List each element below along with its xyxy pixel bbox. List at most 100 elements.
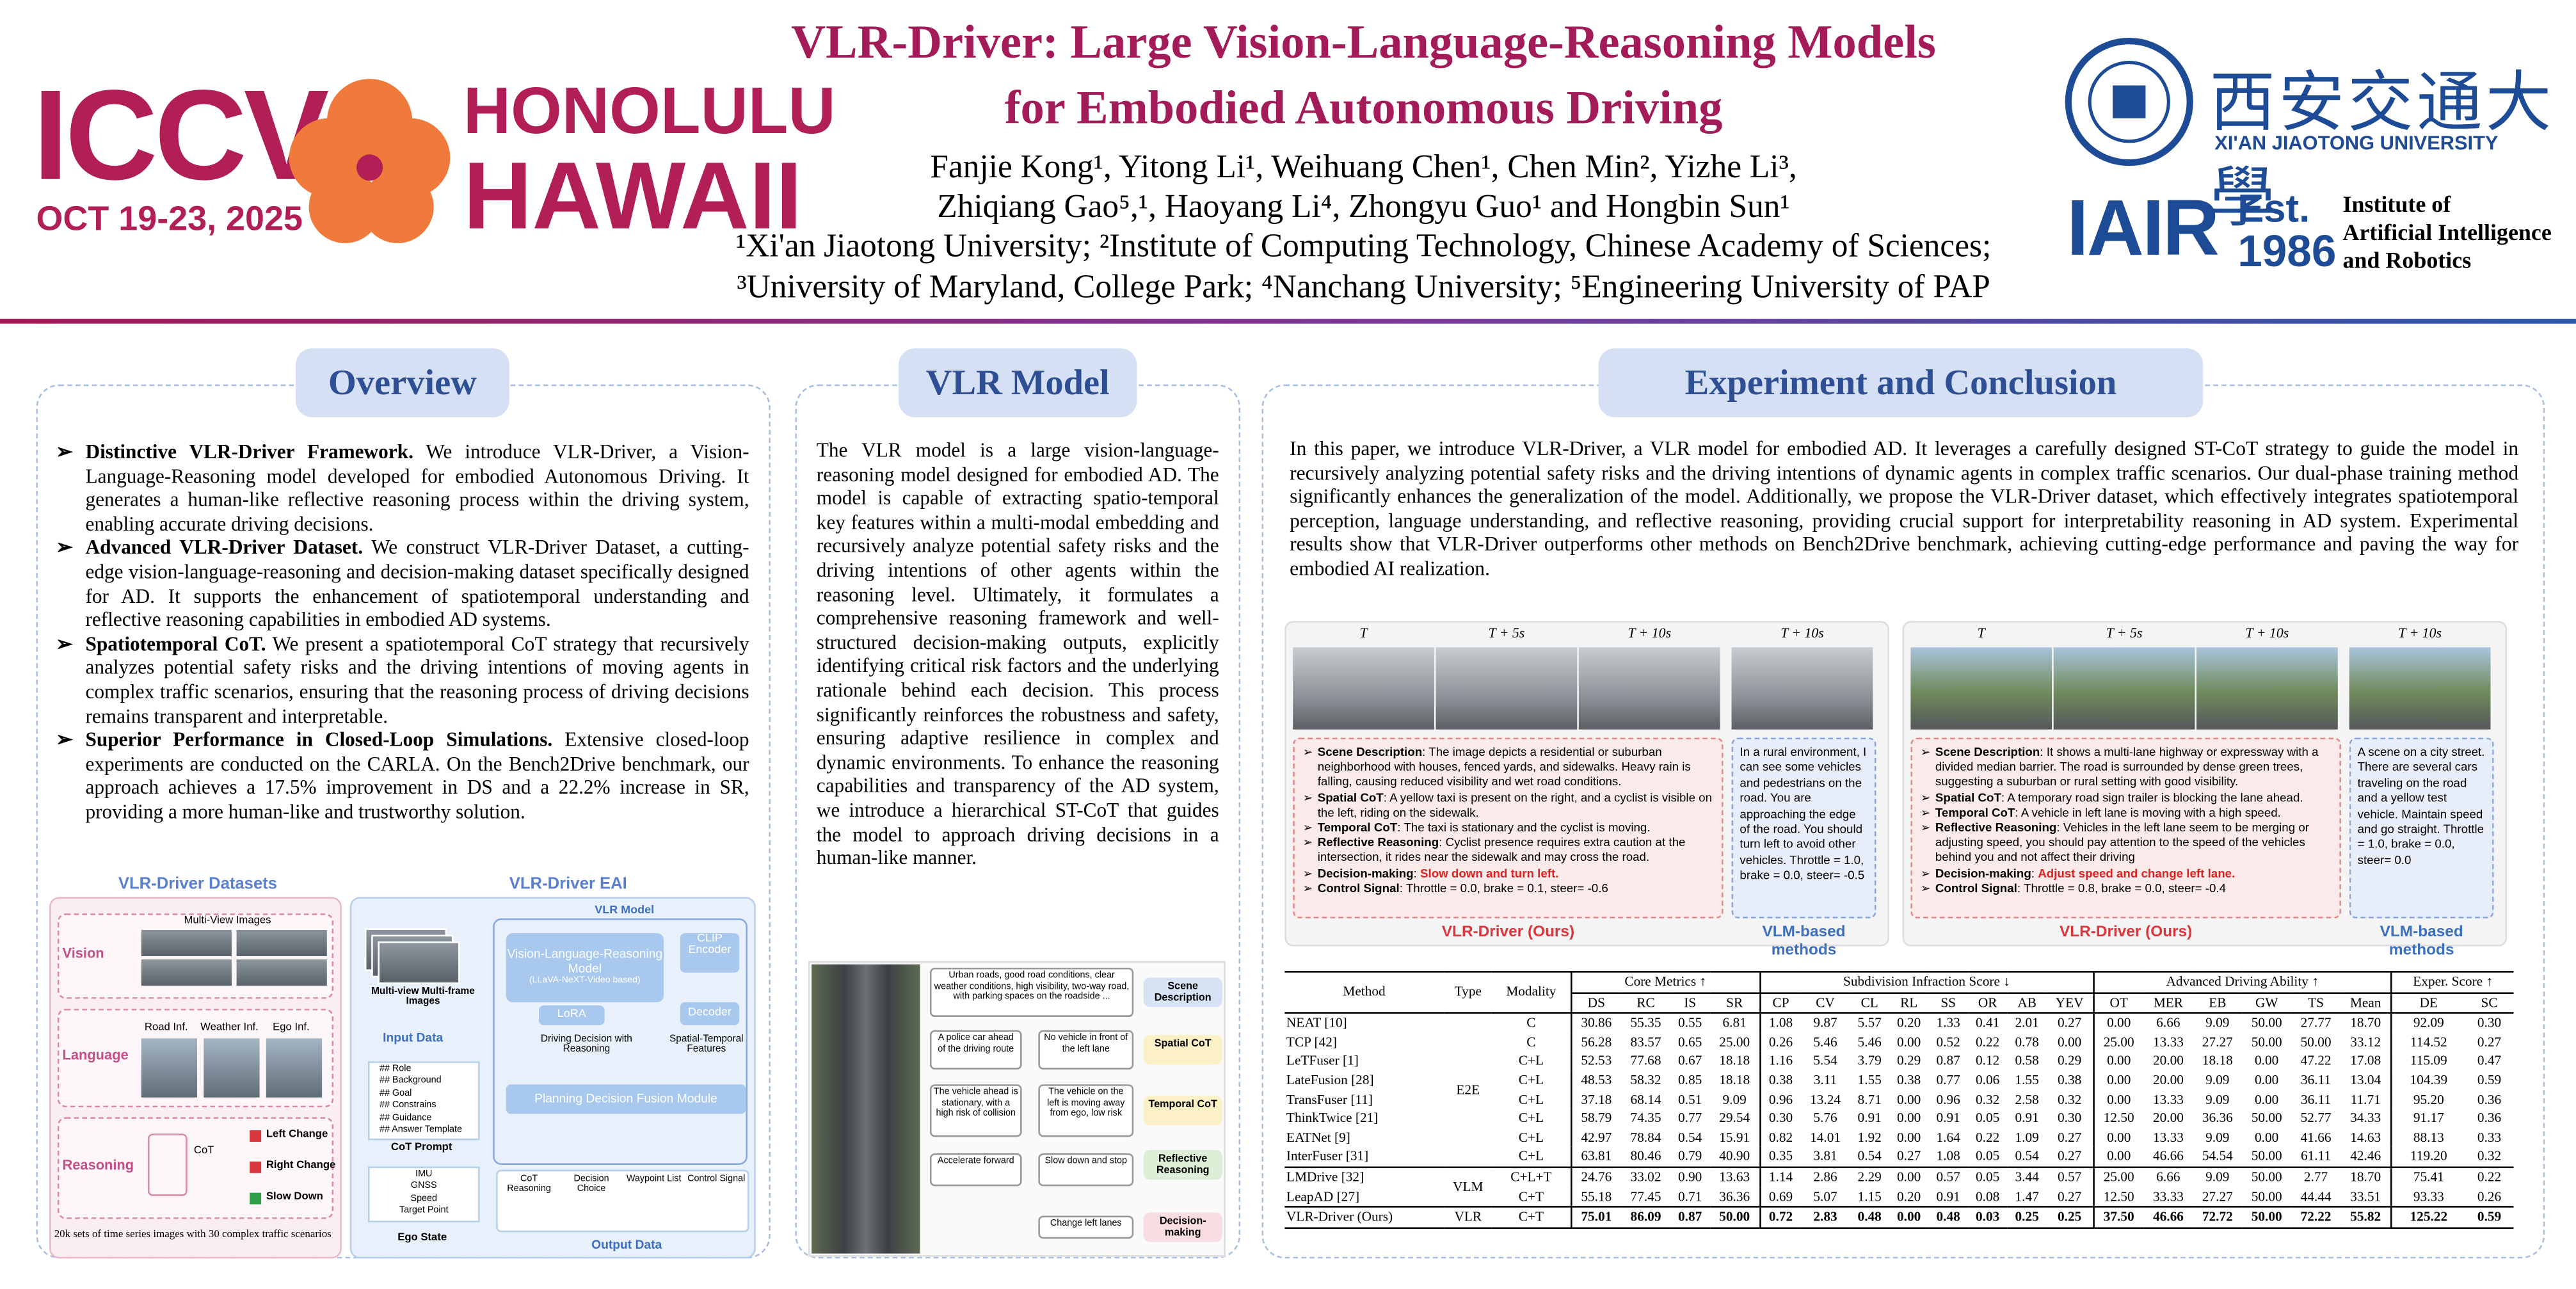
bullet-arrow: ➢	[1920, 819, 1931, 835]
image	[266, 1038, 323, 1098]
value-cell: 9.09	[2205, 1130, 2230, 1145]
caption-ours: VLR-Driver (Ours)	[2059, 923, 2193, 941]
vlr-box: Vision-Language-Reasoning Model (LLaVA-Ne…	[506, 933, 664, 1002]
value-cell: 5.54	[1813, 1053, 1837, 1069]
value-cell: 0.03	[1976, 1209, 2000, 1224]
column-header: CP	[1772, 995, 1789, 1010]
value-cell: 50.00	[2251, 1189, 2282, 1204]
value-cell: 33.12	[2340, 1033, 2392, 1052]
value-cell: 50.00	[2251, 1015, 2282, 1030]
iccv-text: ICCV	[33, 62, 329, 207]
value-cell: 0.38	[1768, 1073, 1793, 1088]
value-cell: 18.70	[2340, 1167, 2392, 1187]
check-icon	[250, 1192, 262, 1205]
inst: and Robotics	[2342, 250, 2472, 275]
decoder-box: Decoder	[680, 1002, 740, 1025]
value-cell: 18.18	[1709, 1052, 1761, 1071]
item-value: A yellow taxi is present on the right, a…	[1317, 789, 1713, 820]
column-header: IS	[1684, 995, 1697, 1010]
value-cell: 0.20	[1897, 1189, 1921, 1204]
item-sep: :	[1397, 819, 1404, 835]
reasoning-item: ➢ Control Signal: Throttle = 0.0, brake =…	[1303, 880, 1714, 895]
value-cell: 1.08	[1936, 1149, 1960, 1164]
value-cell: 42.46	[2340, 1147, 2392, 1167]
value-cell: 0.30	[2477, 1015, 2502, 1030]
modality-cell: C+T	[1492, 1206, 1572, 1228]
value-cell: 75.41	[2413, 1169, 2444, 1185]
value-cell: 46.66	[2152, 1209, 2184, 1224]
value-cell: 0.26	[2477, 1189, 2502, 1204]
value-cell: 18.18	[1709, 1071, 1761, 1091]
table-row: TCP [42] C 56.28 83.57 0.65 25.00 0.26 5.46 5.46…	[1284, 1033, 2513, 1052]
iair: IAIR	[2067, 186, 2220, 273]
image	[1436, 647, 1578, 730]
value-cell: 29.54	[1709, 1109, 1761, 1128]
value-cell: 0.78	[2015, 1034, 2039, 1050]
item-value: Vehicles in the left lane seem to be mer…	[1935, 819, 2309, 865]
item-value: The taxi is stationary and the cyclist i…	[1404, 819, 1651, 835]
table-row: LeTFuser [1] C+L 52.53 77.68 0.67 18.18 1.16 5.…	[1284, 1052, 2513, 1071]
item-key: Decision-making	[1317, 865, 1414, 880]
value-cell: 55.82	[2340, 1206, 2392, 1228]
frame-label: T + 5s	[1488, 624, 1525, 641]
column-header: GW	[2255, 995, 2278, 1010]
table-row: TransFuser [11] C+L 37.18 68.14 0.51 9.09 0.96…	[1284, 1090, 2513, 1110]
value-cell: 9.09	[2205, 1169, 2230, 1185]
authors: Fanjie Kong¹, Yitong Li¹, Weihuang Chen¹…	[930, 149, 1797, 186]
method-cell: LMDrive [32]	[1286, 1169, 1364, 1185]
hibiscus-icon	[289, 79, 451, 243]
bullet-text: We introduce VLR-Driver, a Vision-Langua…	[85, 440, 749, 536]
image	[204, 1038, 260, 1098]
type-cell: VLM	[1453, 1179, 1484, 1194]
value-cell: 1.92	[1857, 1130, 1882, 1145]
flow-icon	[148, 1133, 188, 1196]
value-cell: 1.09	[2015, 1130, 2039, 1145]
value-cell: 0.00	[1897, 1169, 1921, 1185]
value-cell: 9.09	[2205, 1091, 2230, 1107]
method-cell: TransFuser [11]	[1286, 1091, 1373, 1107]
method-cell: VLR-Driver (Ours)	[1286, 1209, 1393, 1224]
table: Method Type Modality Core Metrics ↑ Subdivis…	[1284, 971, 2514, 1228]
value-cell: 0.12	[1976, 1053, 2000, 1069]
column-header: MER	[2153, 995, 2184, 1010]
value-cell: 0.85	[1678, 1073, 1702, 1088]
bullet-arrow: ➢	[1302, 744, 1313, 759]
fig-label: Road Inf.	[144, 1021, 188, 1034]
table-row: InterFuser [31] C+L 63.81 80.46 0.79 40.90 0.3…	[1284, 1147, 2513, 1167]
image	[141, 929, 232, 956]
bullet-lead: Spatiotemporal CoT.	[85, 632, 266, 655]
value-cell: 0.91	[1936, 1189, 1960, 1204]
value-cell: 2.83	[1813, 1209, 1837, 1224]
value-cell: 80.46	[1630, 1149, 1661, 1164]
univ-cn: 西安交通大學	[2209, 65, 2555, 236]
value-cell: 0.00	[2107, 1073, 2131, 1088]
flow-box: Urban roads, good road conditions, clear…	[929, 967, 1134, 1017]
value-cell: 37.50	[2103, 1209, 2134, 1224]
fig-label: Weather Inf.	[200, 1021, 259, 1034]
reasoning-item: ➢ Reflective Reasoning: Vehicles in the l…	[1921, 820, 2332, 865]
row-label: Vision	[62, 945, 104, 961]
image	[1578, 647, 1720, 730]
value-cell: 11.71	[2340, 1090, 2392, 1110]
value-cell: 13.24	[1810, 1091, 1841, 1107]
bullet-arrow: ➢	[56, 632, 73, 655]
value-cell: 0.00	[2107, 1091, 2131, 1107]
value-cell: 46.66	[2152, 1149, 2184, 1164]
value-cell: 0.79	[1678, 1149, 1702, 1164]
value-cell: 20.00	[2152, 1110, 2184, 1126]
value-cell: 0.33	[2477, 1130, 2502, 1145]
value-cell: 25.00	[2103, 1034, 2134, 1050]
value-cell: 0.77	[1678, 1110, 1702, 1126]
reasoning-item: ➢ Decision-making: Adjust speed and chang…	[1921, 865, 2332, 881]
value-cell: 1.47	[2015, 1189, 2039, 1204]
value-cell: 14.01	[1810, 1130, 1841, 1145]
fig-label: Left Change	[266, 1128, 328, 1141]
method-cell: LeapAD [27]	[1286, 1189, 1360, 1204]
reasoning-item: ➢ Temporal CoT: A vehicle in left lane is…	[1921, 805, 2332, 820]
value-cell: 8.71	[1857, 1091, 1882, 1107]
modality-cell: C+L+T	[1492, 1167, 1572, 1187]
value-cell: 0.54	[1857, 1149, 1882, 1164]
value-cell: 36.36	[2202, 1110, 2233, 1126]
image	[1293, 647, 1434, 730]
value-cell: 9.09	[2205, 1073, 2230, 1088]
